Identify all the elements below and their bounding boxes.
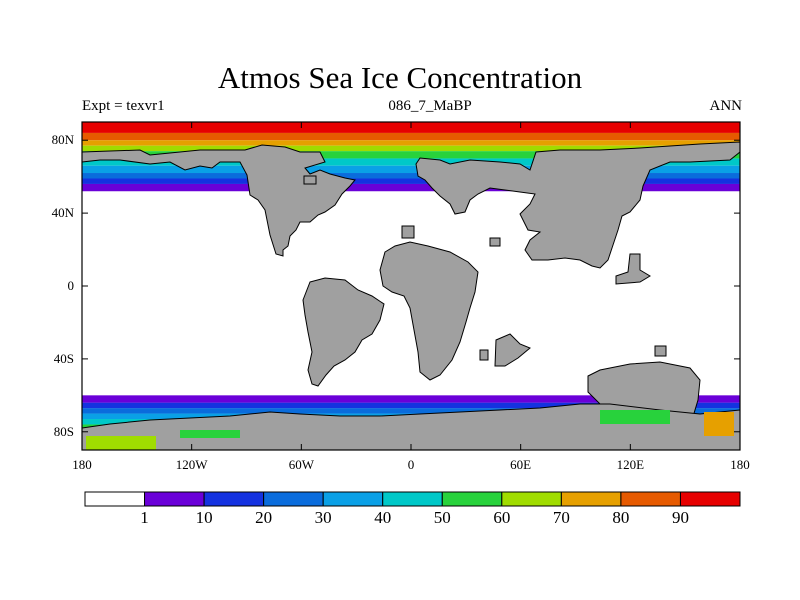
colorbar	[84, 491, 741, 507]
colorbar-swatch	[203, 491, 265, 507]
x-tick-label: 120W	[175, 457, 208, 472]
land-greenland-island	[303, 175, 317, 185]
colorbar-label: 10	[195, 508, 213, 527]
ice-patch-antarctic-2	[180, 430, 240, 438]
colorbar-label: 30	[314, 508, 332, 527]
time-label: 086_7_MaBP	[388, 98, 472, 114]
chart-title: Atmos Sea Ice Concentration	[217, 60, 583, 95]
ice-patch-antarctic-4	[704, 412, 734, 436]
y-tick-label: 40S	[53, 350, 74, 366]
land-south-america	[302, 277, 385, 387]
north-ice-band-2	[82, 140, 740, 146]
ice-patch-antarctic-1	[86, 436, 156, 450]
land-island-small-1	[479, 349, 489, 361]
x-tick-label: 0	[407, 457, 415, 472]
north-ice-band-7	[82, 173, 740, 179]
ice-patch-antarctic-3	[600, 410, 670, 424]
colorbar-swatch	[501, 491, 562, 507]
north-ice-band-8	[82, 178, 740, 184]
land-island-small-2	[489, 237, 501, 247]
colorbar-label: 50	[433, 508, 451, 527]
colorbar-label: 40	[374, 508, 392, 527]
x-tick-label: 120E	[616, 457, 645, 472]
north-ice-band-1	[82, 132, 740, 141]
colorbar-label: 80	[612, 508, 630, 527]
y-tick-label: 0	[67, 278, 75, 293]
land-africa	[379, 241, 479, 381]
ice-overlay-south	[86, 410, 734, 450]
land-eurasia	[415, 141, 740, 269]
x-tick-label: 60E	[510, 457, 532, 472]
x-tick-label: 180	[72, 457, 92, 472]
axis-ticks	[81, 122, 741, 450]
colorbar-swatch	[84, 491, 146, 507]
colorbar-label: 20	[255, 508, 273, 527]
north-ice-band-5	[82, 158, 740, 166]
land-island-small-3	[654, 345, 667, 357]
colorbar-swatch	[560, 491, 622, 507]
north-ice-band-4	[82, 151, 740, 159]
north-ice-band-3	[82, 145, 740, 152]
colorbar-label: 1	[140, 508, 149, 527]
land-island-east-africa	[494, 333, 531, 367]
y-tick-label: 40N	[51, 205, 74, 221]
land-island-small-4	[615, 253, 651, 285]
colorbar-swatch	[144, 491, 205, 507]
land-antarctica	[82, 403, 740, 450]
colorbar-swatch	[382, 491, 443, 507]
x-tick-label: 180	[730, 457, 750, 472]
x-tick-label: 60W	[288, 457, 314, 472]
south-ice-band-8	[82, 395, 740, 403]
colorbar-swatch	[263, 491, 324, 507]
land-layer	[82, 141, 740, 450]
north-ice-band-9	[82, 183, 740, 192]
period-label: ANN	[709, 98, 743, 114]
colorbar-label: 70	[552, 508, 570, 527]
colorbar-swatch	[441, 491, 503, 507]
colorbar-label: 60	[493, 508, 511, 527]
y-tick-label: 80N	[51, 132, 74, 148]
y-tick-label: 80S	[53, 423, 74, 439]
colorbar-label: 90	[671, 508, 689, 527]
south-ice-band-7	[82, 402, 740, 409]
north-ice-band-6	[82, 165, 740, 174]
land-north-america	[82, 144, 356, 257]
colorbar-swatch	[679, 491, 741, 507]
experiment-label: Expt = texvr1	[82, 98, 165, 114]
colorbar-swatch	[322, 491, 384, 507]
colorbar-swatch	[620, 491, 681, 507]
land-europe-island	[401, 225, 415, 239]
south-ice-band-6	[82, 408, 740, 414]
